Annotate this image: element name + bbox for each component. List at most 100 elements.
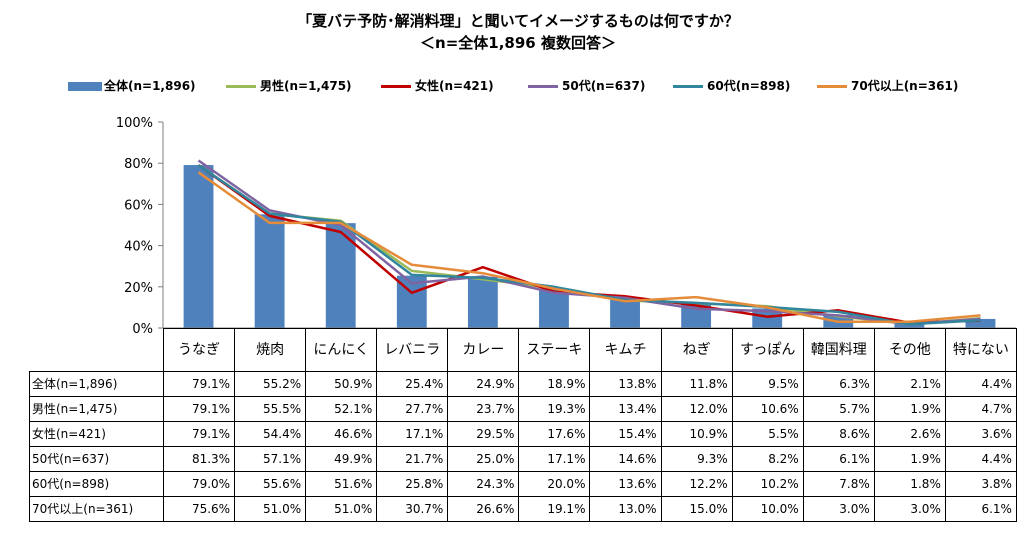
data-label: 17.6% xyxy=(518,421,591,447)
data-label: 17.1% xyxy=(518,446,591,472)
bar-全体(n=1,896) xyxy=(467,276,498,328)
legend-swatch xyxy=(673,85,703,88)
data-label: 24.3% xyxy=(447,471,520,497)
data-label: 2.1% xyxy=(873,371,946,397)
category-label: 韓国料理 xyxy=(802,328,875,372)
legend-swatch xyxy=(381,85,411,88)
data-label: 51.0% xyxy=(234,496,307,522)
data-label: 55.5% xyxy=(234,396,307,422)
data-label: 54.4% xyxy=(234,421,307,447)
data-label: 5.5% xyxy=(731,421,804,447)
y-tick-label: 40% xyxy=(124,240,153,255)
data-label: 12.0% xyxy=(660,396,733,422)
bar-全体(n=1,896) xyxy=(539,289,569,328)
data-label: 79.0% xyxy=(162,471,236,497)
data-label: 19.3% xyxy=(518,396,591,422)
category-label: うなぎ xyxy=(162,328,236,372)
category-label: 焼肉 xyxy=(234,328,307,372)
data-label: 10.0% xyxy=(731,496,804,522)
table-row: 男性(n=1,475) 79.1% 55.5% 52.1% 27.7% 23.7% 19.3… xyxy=(29,396,1017,422)
data-label: 25.8% xyxy=(376,471,449,497)
data-label: 27.7% xyxy=(376,396,449,422)
legend-swatch xyxy=(528,85,558,88)
legend-swatch xyxy=(817,85,847,88)
data-label: 15.0% xyxy=(660,496,733,522)
data-label: 23.7% xyxy=(447,396,520,422)
data-label: 15.4% xyxy=(589,421,662,447)
table-row: 女性(n=421) 79.1% 54.4% 46.6% 17.1% 29.5% 17.6% 1… xyxy=(29,421,1017,447)
data-label: 3.0% xyxy=(873,496,946,522)
y-tick-label: 60% xyxy=(124,198,153,213)
data-label: 51.6% xyxy=(305,471,378,497)
category-label: ねぎ xyxy=(660,328,733,372)
data-label: 50.9% xyxy=(305,371,378,397)
chart-title-line2: ＜n=全体1,896 複数回答＞ xyxy=(420,34,616,52)
category-label: キムチ xyxy=(589,328,662,372)
data-label: 11.8% xyxy=(660,371,733,397)
row-label: 男性(n=1,475) xyxy=(29,396,164,422)
row-label: 70代以上(n=361) xyxy=(29,496,164,522)
data-label: 5.7% xyxy=(802,396,875,422)
row-label: 50代(n=637) xyxy=(29,446,164,472)
series-line-70代以上(n=361) xyxy=(197,171,981,324)
data-label: 49.9% xyxy=(305,446,378,472)
series-line-60代(n=898) xyxy=(197,164,981,326)
data-label: 1.9% xyxy=(873,446,946,472)
data-label: 13.8% xyxy=(589,371,662,397)
data-label: 3.6% xyxy=(944,421,1017,447)
table-corner xyxy=(29,328,164,372)
data-label: 1.8% xyxy=(873,471,946,497)
category-label: レバニラ xyxy=(376,328,449,372)
legend-label: 70代以上(n=361) xyxy=(851,79,959,93)
chart-title-line1: 「夏バテ予防･解消料理」と聞いてイメージするものは何ですか？ xyxy=(297,12,739,30)
data-label: 6.1% xyxy=(802,446,875,472)
data-label: 10.9% xyxy=(660,421,733,447)
data-table: うなぎ 焼肉 にんにく レバニラ カレー ステーキ キムチ ねぎ すっぽん 韓国料理 その他 特にない… xyxy=(29,328,1017,522)
data-label: 26.6% xyxy=(447,496,520,522)
series-line-50代(n=637) xyxy=(197,159,981,326)
table-row: 70代以上(n=361) 75.6% 51.0% 51.0% 30.7% 26.6% 19.… xyxy=(29,496,1017,522)
legend-label: 60代(n=898) xyxy=(707,79,791,93)
y-tick-label: 20% xyxy=(124,281,153,296)
data-label: 10.2% xyxy=(731,471,804,497)
data-label: 4.4% xyxy=(944,371,1017,397)
data-label: 6.3% xyxy=(802,371,875,397)
bar-全体(n=1,896) xyxy=(610,299,640,328)
data-label: 24.9% xyxy=(447,371,520,397)
data-label: 4.7% xyxy=(944,396,1017,422)
data-label: 13.6% xyxy=(589,471,662,497)
data-label: 79.1% xyxy=(162,396,236,422)
data-label: 17.1% xyxy=(376,421,449,447)
category-label: にんにく xyxy=(305,328,378,372)
legend-label: 全体(n=1,896) xyxy=(104,79,196,93)
table-row: 50代(n=637) 81.3% 57.1% 49.9% 21.7% 25.0% 17.1%… xyxy=(29,446,1017,472)
data-label: 1.9% xyxy=(873,396,946,422)
data-label: 46.6% xyxy=(305,421,378,447)
legend-swatch xyxy=(68,82,102,91)
chart-title: 「夏バテ予防･解消料理」と聞いてイメージするものは何ですか？ ＜n=全体1,89… xyxy=(0,10,1036,54)
category-label: カレー xyxy=(447,328,520,372)
data-label: 21.7% xyxy=(376,446,449,472)
legend-swatch xyxy=(226,85,256,88)
data-label: 29.5% xyxy=(447,421,520,447)
data-label: 3.8% xyxy=(944,471,1017,497)
bar-全体(n=1,896) xyxy=(894,323,925,328)
table-row: 60代(n=898) 79.0% 55.6% 51.6% 25.8% 24.3% 20.0%… xyxy=(29,471,1017,497)
bar-全体(n=1,896) xyxy=(752,308,783,328)
data-label: 9.3% xyxy=(660,446,733,472)
data-label: 75.6% xyxy=(162,496,236,522)
data-label: 2.6% xyxy=(873,421,946,447)
data-label: 55.2% xyxy=(234,371,307,397)
category-label: すっぽん xyxy=(731,328,804,372)
category-label: ステーキ xyxy=(518,328,591,372)
legend-label: 50代(n=637) xyxy=(562,79,646,93)
table-row: 全体(n=1,896) 79.1% 55.2% 50.9% 25.4% 24.9% 18.9… xyxy=(29,371,1017,397)
data-label: 9.5% xyxy=(731,371,804,397)
data-label: 25.0% xyxy=(447,446,520,472)
data-label: 8.2% xyxy=(731,446,804,472)
row-label: 全体(n=1,896) xyxy=(29,371,164,397)
data-label: 3.0% xyxy=(802,496,875,522)
legend-label: 女性(n=421) xyxy=(415,79,494,93)
data-label: 19.1% xyxy=(518,496,591,522)
